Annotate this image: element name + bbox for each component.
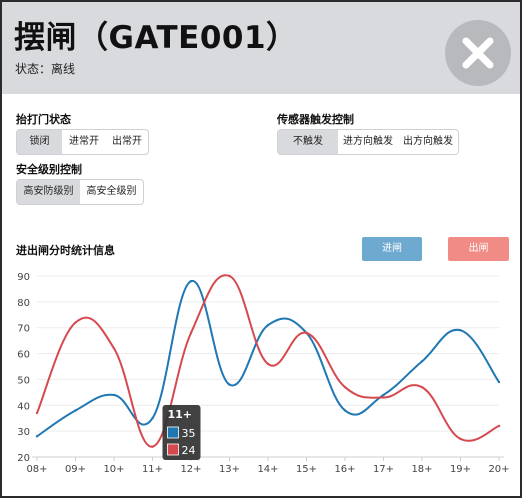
y-tick-label: 40 <box>17 401 30 412</box>
x-tick-label: 17+ <box>373 464 394 475</box>
data-point <box>497 380 501 384</box>
security-level-control: 高安防级别 高安全级别 <box>16 179 144 205</box>
y-tick-label: 30 <box>17 427 30 438</box>
x-tick-label: 15+ <box>296 464 317 475</box>
data-point <box>189 279 193 283</box>
data-point <box>497 424 501 428</box>
tooltip-swatch <box>167 443 179 456</box>
close-button[interactable] <box>445 20 511 86</box>
y-tick-label: 50 <box>17 375 30 386</box>
stats-label: 进出闸分时统计信息 <box>16 244 115 257</box>
sensor-control: 不触发 进方向触发 出方向触发 <box>277 129 459 155</box>
x-tick-label: 19+ <box>450 464 471 475</box>
y-tick-label: 60 <box>17 350 30 361</box>
in-gate-button[interactable]: 进闸 <box>362 237 422 261</box>
sensor-control-label: 传感器触发控制 <box>277 113 354 126</box>
gate-status-option-in-open[interactable]: 进常开 <box>69 136 99 147</box>
data-point <box>151 417 154 420</box>
dialog-header: 摆闸（GATE001） 状态：离线 <box>2 2 520 94</box>
gate-status-control: 锁闭 进常开 出常开 <box>16 129 149 155</box>
x-tick-label: 12+ <box>180 464 201 475</box>
data-point <box>305 331 308 335</box>
data-point <box>382 396 385 399</box>
series-line-out <box>36 274 500 448</box>
status-value: 离线 <box>51 62 76 76</box>
gate-status-option-locked[interactable]: 锁闭 <box>17 130 62 154</box>
hourly-stats-chart: 20 30 40 50 60 70 80 90 08+ 09+ 10+ 11+ 12+ 13+ 14+ 15+… <box>17 272 509 475</box>
data-point <box>35 411 39 415</box>
security-level-label: 安全级别控制 <box>16 163 82 176</box>
x-tick-label: 18+ <box>411 464 432 475</box>
data-point <box>266 362 270 366</box>
out-gate-button[interactable]: 出闸 <box>448 237 509 261</box>
data-point <box>343 409 347 412</box>
data-point <box>343 385 347 389</box>
x-tick-label: 09+ <box>65 464 86 475</box>
data-point <box>459 329 462 332</box>
data-point <box>228 383 231 386</box>
y-tick-label: 20 <box>17 453 30 464</box>
y-tick-label: 70 <box>17 324 30 335</box>
sensor-option-none[interactable]: 不触发 <box>278 130 338 154</box>
series-line-in <box>36 280 500 438</box>
data-point <box>420 385 424 389</box>
x-tick-label: 20+ <box>488 464 509 475</box>
x-tick-label: 16+ <box>334 464 355 475</box>
x-tick-label: 13+ <box>219 464 240 475</box>
data-point <box>266 323 270 327</box>
sensor-option-out[interactable]: 出方向触发 <box>403 136 453 147</box>
tooltip-value: 35 <box>182 427 196 440</box>
data-point <box>35 435 39 438</box>
security-option-high-defense[interactable]: 高安防级别 <box>17 180 80 204</box>
y-tick-label: 80 <box>17 298 30 309</box>
page-title: 摆闸（GATE001） <box>14 20 298 56</box>
x-tick-label: 14+ <box>257 464 278 475</box>
tooltip-swatch <box>167 426 179 439</box>
status-label: 状态： <box>15 62 52 76</box>
data-point <box>382 393 385 397</box>
x-tick-label: 08+ <box>26 464 47 475</box>
data-point <box>112 393 116 397</box>
tooltip-title: 11+ <box>168 408 193 421</box>
sensor-option-in[interactable]: 进方向触发 <box>343 136 393 147</box>
gate-status-label: 抬打门状态 <box>16 113 71 126</box>
data-point <box>74 409 77 412</box>
y-tick-label: 90 <box>17 272 30 283</box>
status-line: 状态：离线 <box>15 60 75 77</box>
security-option-high-safety[interactable]: 高安全级别 <box>86 186 137 197</box>
data-point <box>228 274 231 278</box>
x-tick-label: 11+ <box>142 464 163 475</box>
gate-status-option-out-open[interactable]: 出常开 <box>112 136 142 147</box>
data-point <box>189 331 193 335</box>
x-tick-label: 10+ <box>103 464 124 475</box>
data-point <box>112 347 116 350</box>
data-point <box>151 445 154 448</box>
data-point <box>420 360 424 363</box>
close-icon <box>462 37 494 69</box>
data-point <box>74 321 77 324</box>
data-point <box>459 437 462 441</box>
tooltip-value: 24 <box>182 444 196 457</box>
